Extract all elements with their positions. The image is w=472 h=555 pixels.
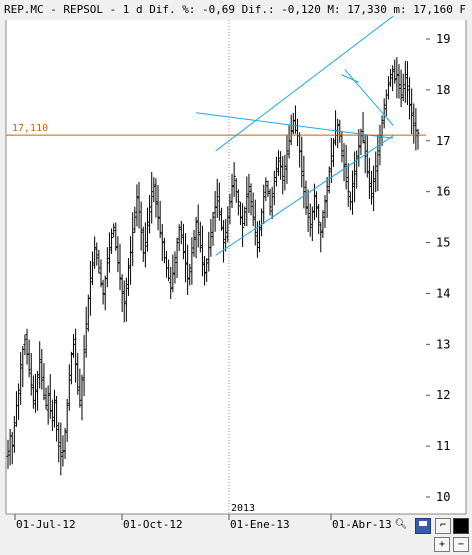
trendline-1[interactable]: [215, 135, 394, 256]
x-tick-label-0: 01-Jul-12: [16, 518, 76, 531]
y-tick-label-16: 16: [436, 185, 450, 199]
y-tick-label-13: 13: [436, 337, 450, 351]
y-axis-area: [426, 20, 466, 514]
trendline-4[interactable]: [341, 74, 359, 83]
toolbar: 🔍︎ ⌐ + −: [391, 518, 471, 554]
x-tick-label-3: 01-Abr-13: [332, 518, 392, 531]
y-tick-label-11: 11: [436, 439, 450, 453]
y-tick-label-10: 10: [436, 490, 450, 504]
trendlines: [196, 15, 394, 256]
y-tick-label-17: 17: [436, 134, 450, 148]
x-axis-ticks: 01-Jul-12 01-Oct-12 01-Ene-13 01-Abr-13: [14, 514, 392, 531]
zoom-icon[interactable]: 🔍︎: [394, 519, 408, 530]
x-tick-label-1: 01-Oct-12: [123, 518, 183, 531]
zoom-in-icon[interactable]: +: [434, 537, 450, 552]
color-swatch-icon[interactable]: [453, 518, 469, 534]
year-label: 2013: [231, 503, 255, 514]
trendline-2[interactable]: [215, 15, 394, 152]
zoom-out-icon[interactable]: −: [453, 537, 469, 552]
y-tick-label-19: 19: [436, 32, 450, 46]
trendline-3[interactable]: [344, 69, 394, 126]
y-tick-label-18: 18: [436, 83, 450, 97]
plot-area: [6, 20, 426, 514]
save-icon[interactable]: [415, 518, 431, 534]
y-tick-label-14: 14: [436, 286, 450, 300]
candles: [6, 57, 420, 476]
chart-header: REP.MC - REPSOL - 1 d Dif. %: -0,69 Dif.…: [4, 4, 466, 16]
y-axis-ticks: 10 11 12 13 14 15 16 17 18 19: [426, 32, 450, 504]
y-tick-label-15: 15: [436, 236, 450, 250]
level-price-tag: 17,110: [12, 123, 48, 134]
pin-icon[interactable]: ⌐: [435, 518, 451, 534]
trendline-0[interactable]: [196, 112, 394, 139]
y-tick-label-12: 12: [436, 388, 450, 402]
x-tick-label-2: 01-Ene-13: [230, 518, 290, 531]
